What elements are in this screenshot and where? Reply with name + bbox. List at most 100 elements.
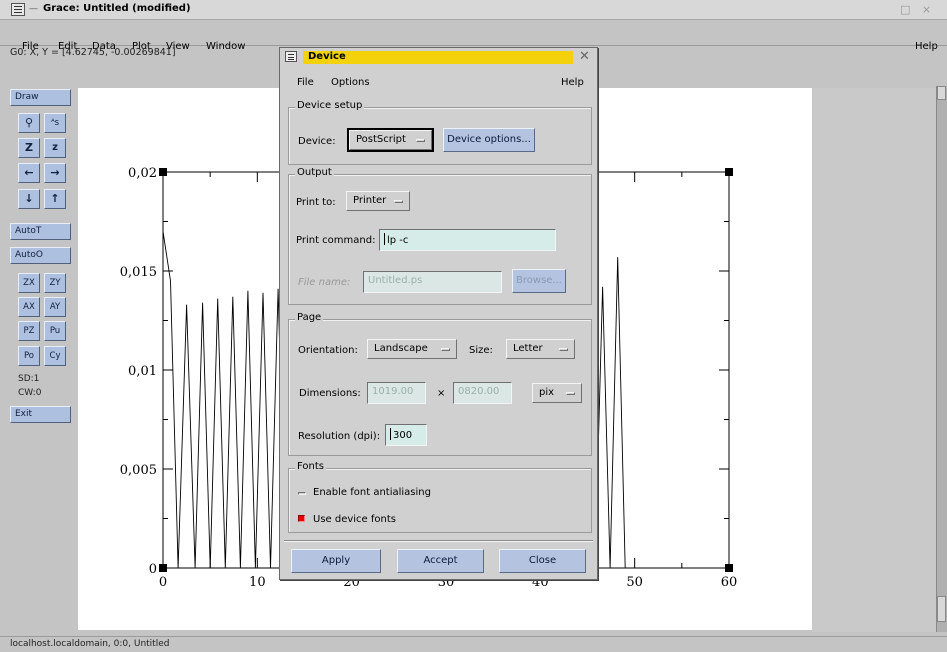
- dialog-menubar: File Options Help: [283, 69, 594, 95]
- output-group: [288, 174, 592, 305]
- resolution-label: Resolution (dpi):: [298, 431, 381, 442]
- dialog-separator: [284, 540, 593, 542]
- option-menu-indicator-icon: [566, 392, 575, 395]
- page-group: [288, 319, 592, 456]
- page-height-input[interactable]: 0820.00: [453, 382, 512, 404]
- file-name-input[interactable]: Untitled.ps: [363, 271, 502, 293]
- accept-button[interactable]: Accept: [397, 549, 484, 573]
- menu-plot[interactable]: Plot: [132, 41, 151, 52]
- window-controls-icon[interactable]: □ ×: [900, 3, 936, 16]
- scroll-thumb[interactable]: [937, 596, 946, 622]
- text-cursor: [390, 428, 391, 440]
- zoom-icon[interactable]: ⚲: [18, 113, 40, 133]
- browse-button[interactable]: Browse...: [512, 269, 566, 293]
- option-menu-indicator-icon: [394, 200, 403, 203]
- menu-window[interactable]: Window: [206, 41, 246, 52]
- pop-zoom-up-button[interactable]: Pu: [44, 321, 66, 341]
- autoscale-on-button[interactable]: AutoO: [10, 247, 71, 264]
- stack-depth-label: SD:1: [18, 374, 40, 384]
- device-select-value: PostScript: [356, 134, 406, 145]
- exit-button[interactable]: Exit: [10, 406, 71, 423]
- unit-select[interactable]: pix: [532, 383, 582, 403]
- resolution-input[interactable]: 300: [385, 424, 427, 446]
- print-command-value: lp -c: [387, 235, 409, 246]
- zoom-x-button[interactable]: ZX: [18, 273, 40, 293]
- unit-value: pix: [539, 387, 555, 398]
- dimensions-label: Dimensions:: [299, 388, 361, 399]
- menu-view[interactable]: View: [166, 41, 190, 52]
- resolution-value: 300: [393, 430, 413, 441]
- autoscale-x-button[interactable]: AX: [18, 297, 40, 317]
- apply-button[interactable]: Apply: [291, 549, 381, 573]
- close-button[interactable]: Close: [499, 549, 586, 573]
- autoscale-ticks-button[interactable]: AutoT: [10, 223, 71, 240]
- fonts-group: [288, 468, 592, 533]
- print-command-label: Print command:: [296, 235, 376, 246]
- option-menu-indicator-icon: [441, 348, 450, 351]
- dialog-menu-options[interactable]: Options: [331, 77, 370, 88]
- menu-file[interactable]: File: [22, 41, 39, 52]
- vertical-scrollbar[interactable]: [936, 86, 947, 632]
- device-options-button[interactable]: Device options...: [443, 128, 535, 152]
- size-label: Size:: [469, 345, 493, 356]
- x-tick-label: 50: [626, 575, 643, 590]
- dialog-title: Device: [308, 51, 346, 62]
- size-select[interactable]: Letter: [506, 339, 575, 359]
- dialog-menu-icon[interactable]: [285, 51, 297, 62]
- menu-help[interactable]: Help: [915, 41, 938, 52]
- zoom-out-icon[interactable]: z: [44, 138, 66, 158]
- page-width-input[interactable]: 1019.00: [367, 382, 426, 404]
- arrow-down-icon[interactable]: ↓: [18, 189, 40, 209]
- use-device-fonts-label: Use device fonts: [313, 514, 396, 525]
- output-title: Output: [295, 167, 334, 178]
- cycle-button[interactable]: Cy: [44, 346, 66, 366]
- draw-button[interactable]: Draw: [10, 89, 71, 106]
- print-to-select[interactable]: Printer: [346, 191, 410, 211]
- font-antialiasing-label: Enable font antialiasing: [313, 487, 431, 498]
- zoom-in-icon[interactable]: Z: [18, 138, 40, 158]
- status-bar: localhost.localdomain, 0:0, Untitled: [0, 636, 947, 652]
- print-to-label: Print to:: [296, 197, 336, 208]
- device-dialog: Device ✕ File Options Help Device setup …: [279, 47, 598, 580]
- print-command-input[interactable]: lp -c: [379, 229, 556, 251]
- zoom-y-button[interactable]: ZY: [44, 273, 66, 293]
- y-tick-label: 0,01: [128, 364, 157, 379]
- text-cursor: [384, 233, 385, 245]
- selection-handle: [159, 564, 167, 572]
- arrow-right-icon[interactable]: →: [44, 163, 66, 183]
- window-titlebar[interactable]: [0, 0, 947, 20]
- menu-data[interactable]: Data: [92, 41, 116, 52]
- orientation-label: Orientation:: [298, 345, 358, 356]
- arrow-up-icon[interactable]: ↑: [44, 189, 66, 209]
- autoscale-y-button[interactable]: AY: [44, 297, 66, 317]
- selection-handle: [725, 168, 733, 176]
- dialog-title-highlight: [303, 51, 573, 64]
- menu-edit[interactable]: Edit: [58, 41, 78, 52]
- font-antialiasing-checkbox[interactable]: [298, 492, 306, 495]
- dialog-menu-file[interactable]: File: [297, 77, 314, 88]
- dialog-menu-help[interactable]: Help: [561, 77, 584, 88]
- dimensions-times-sign: ×: [437, 388, 446, 399]
- device-select[interactable]: PostScript: [347, 128, 434, 152]
- fonts-title: Fonts: [295, 461, 326, 472]
- arrow-left-icon[interactable]: ←: [18, 163, 40, 183]
- close-icon[interactable]: ✕: [579, 49, 590, 64]
- page-title: Page: [295, 312, 324, 323]
- x-tick-label: 0: [159, 575, 167, 590]
- orientation-value: Landscape: [374, 343, 428, 354]
- device-setup-group: [288, 107, 592, 165]
- device-setup-title: Device setup: [295, 100, 365, 111]
- y-tick-label: 0,005: [120, 463, 157, 478]
- file-name-label: File name:: [298, 277, 351, 288]
- selection-handle: [159, 168, 167, 176]
- autoscale-axes-icon[interactable]: ᴬs: [44, 113, 66, 133]
- pop-button[interactable]: Po: [18, 346, 40, 366]
- window-shade-icon[interactable]: —: [29, 4, 38, 14]
- use-device-fonts-checkbox[interactable]: [298, 515, 305, 522]
- push-zoom-button[interactable]: PZ: [18, 321, 40, 341]
- window-menu-icon[interactable]: [11, 3, 25, 16]
- x-tick-label: 60: [721, 575, 738, 590]
- scroll-up-arrow-icon[interactable]: [937, 86, 946, 100]
- orientation-select[interactable]: Landscape: [367, 339, 457, 359]
- device-label: Device:: [298, 136, 336, 147]
